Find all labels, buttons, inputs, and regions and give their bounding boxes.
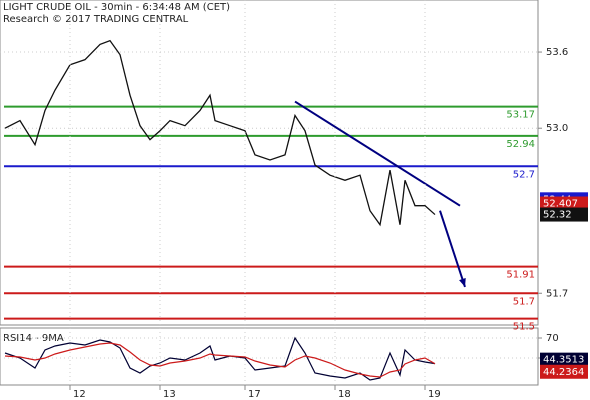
- y-tick-label: 70: [546, 333, 559, 344]
- x-tick-label: 19: [428, 389, 441, 400]
- x-tick-label: 13: [163, 389, 176, 400]
- level-label: 51.7: [513, 296, 535, 307]
- price-frame: [0, 0, 539, 326]
- chart-title: LIGHT CRUDE OIL - 30min - 6:34:48 AM (CE…: [3, 2, 230, 13]
- last-price-tag-bg: [540, 207, 588, 222]
- arrow: [439, 210, 466, 288]
- x-tick-label: 18: [338, 389, 351, 400]
- price-line: [4, 342, 436, 378]
- trendline: [294, 100, 461, 207]
- rsi-title: RSI14 - 9MA: [3, 333, 64, 344]
- rsi-tag-bg: [540, 364, 588, 379]
- y-tick-label: 51.7: [546, 288, 568, 299]
- rsi-tag: 44.2364: [543, 367, 584, 378]
- arrow-head: [459, 277, 466, 287]
- level-label: 51.91: [506, 270, 535, 281]
- level-label: 52.94: [506, 139, 535, 150]
- chart-subtitle: Research © 2017 TRADING CENTRAL: [3, 14, 189, 25]
- price-tag: 52.407: [543, 199, 578, 210]
- rsi-tag: 44.3513: [543, 355, 584, 366]
- price-line: [4, 39, 436, 227]
- price-tag-bg: [540, 196, 588, 211]
- last-price-tag: 52.32: [543, 210, 572, 221]
- price-line: [4, 336, 436, 381]
- level-label: 52.7: [513, 169, 535, 180]
- level-label: 51.5: [513, 322, 535, 333]
- x-tick-label: 12: [73, 389, 86, 400]
- rsi-tag-bg: [540, 352, 588, 367]
- x-tick-label: 17: [248, 389, 261, 400]
- y-tick-label: 53.6: [546, 47, 568, 58]
- rsi-frame: [0, 327, 539, 386]
- level-label: 53.17: [506, 110, 535, 121]
- y-tick-label: 53.0: [546, 123, 568, 134]
